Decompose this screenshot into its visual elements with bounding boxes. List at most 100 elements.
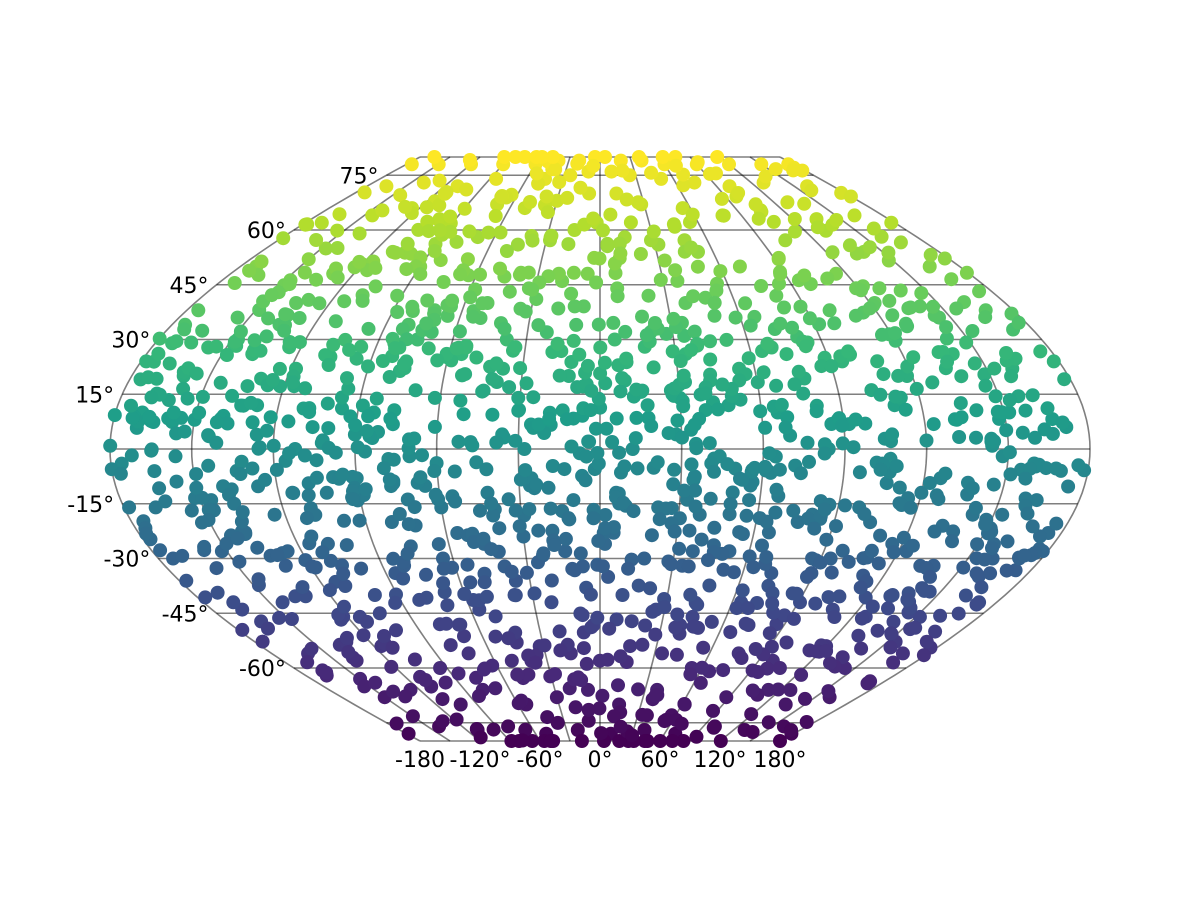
scatter-point (886, 545, 901, 560)
scatter-point (561, 237, 576, 252)
scatter-point (847, 208, 862, 223)
scatter-point (882, 293, 897, 308)
scatter-point (978, 310, 993, 325)
scatter-point (665, 344, 680, 359)
scatter-point (272, 610, 287, 625)
scatter-point (668, 620, 683, 635)
scatter-point (698, 386, 713, 401)
scatter-point (557, 462, 572, 477)
scatter-point (667, 462, 682, 477)
scatter-point (125, 411, 140, 426)
scatter-point (629, 382, 644, 397)
scatter-point (768, 162, 783, 177)
scatter-point (195, 515, 209, 530)
scatter-point (443, 224, 458, 239)
scatter-point (639, 708, 654, 723)
scatter-point (355, 293, 370, 308)
scatter-point (489, 356, 504, 371)
scatter-point (301, 252, 316, 267)
scatter-point (278, 558, 293, 573)
scatter-point (486, 722, 501, 737)
scatter-point (772, 661, 787, 675)
scatter-point (958, 588, 973, 603)
scatter-point (747, 460, 762, 475)
scatter-point (978, 517, 993, 532)
scatter-point (352, 254, 367, 269)
scatter-point (1033, 344, 1048, 359)
scatter-point (885, 427, 900, 442)
scatter-point (666, 477, 681, 492)
scatter-point (674, 716, 689, 731)
scatter-point (814, 359, 829, 374)
scatter-point (619, 192, 634, 207)
scatter-point (860, 676, 875, 691)
scatter-point (361, 359, 375, 374)
scatter-point (579, 656, 594, 671)
scatter-point (590, 610, 605, 625)
scatter-point (336, 566, 351, 581)
scatter-point (1018, 471, 1033, 486)
scatter-point (570, 723, 585, 737)
scatter-point (683, 667, 698, 682)
scatter-point (771, 682, 786, 697)
scatter-point (551, 266, 566, 281)
scatter-point (191, 303, 206, 318)
scatter-point (579, 449, 594, 464)
scatter-point (969, 597, 984, 612)
scatter-point (420, 293, 435, 308)
scatter-point (566, 493, 581, 508)
scatter-point (543, 501, 558, 516)
scatter-point (667, 524, 682, 539)
scatter-point (367, 588, 382, 602)
scatter-point (479, 589, 494, 604)
scatter-point (235, 622, 250, 637)
scatter-point (580, 358, 595, 373)
scatter-point (197, 539, 212, 554)
scatter-point (341, 381, 356, 396)
scatter-point (451, 666, 466, 681)
scatter-point (124, 398, 138, 413)
scatter-point (615, 163, 630, 178)
scatter-point (278, 307, 293, 322)
scatter-point (630, 461, 645, 476)
scatter-point (361, 409, 376, 424)
scatter-point (595, 688, 610, 703)
scatter-point (970, 537, 985, 552)
scatter-point (479, 462, 494, 477)
scatter-point (544, 573, 559, 588)
scatter-point (873, 387, 888, 402)
scatter-point (688, 483, 702, 498)
scatter-point (581, 434, 596, 449)
scatter-point (769, 288, 784, 303)
scatter-point (432, 223, 447, 238)
scatter-point (508, 340, 523, 355)
scatter-point (330, 223, 345, 238)
scatter-point (595, 559, 610, 574)
scatter-point (510, 237, 525, 252)
scatter-point (484, 542, 499, 557)
scatter-point (881, 601, 895, 616)
scatter-point (411, 222, 426, 237)
scatter-point (841, 554, 856, 569)
scatter-point (666, 217, 681, 232)
scatter-point (745, 683, 760, 698)
scatter-point (866, 221, 881, 236)
scatter-point (388, 341, 403, 356)
scatter-point (609, 411, 624, 426)
scatter-point (356, 628, 371, 643)
scatter-point (419, 200, 434, 215)
scatter-point (245, 415, 260, 430)
scatter-point (298, 381, 313, 396)
scatter-point (192, 405, 207, 420)
scatter-point (881, 245, 896, 260)
scatter-point (706, 703, 720, 718)
scatter-point (449, 234, 464, 249)
scatter-point (219, 536, 234, 551)
scatter-point (282, 446, 297, 461)
scatter-point (357, 185, 372, 200)
scatter-point (320, 396, 335, 411)
scatter-point (1049, 461, 1064, 476)
scatter-point (253, 343, 268, 358)
scatter-point (719, 690, 734, 705)
scatter-point (613, 719, 628, 734)
